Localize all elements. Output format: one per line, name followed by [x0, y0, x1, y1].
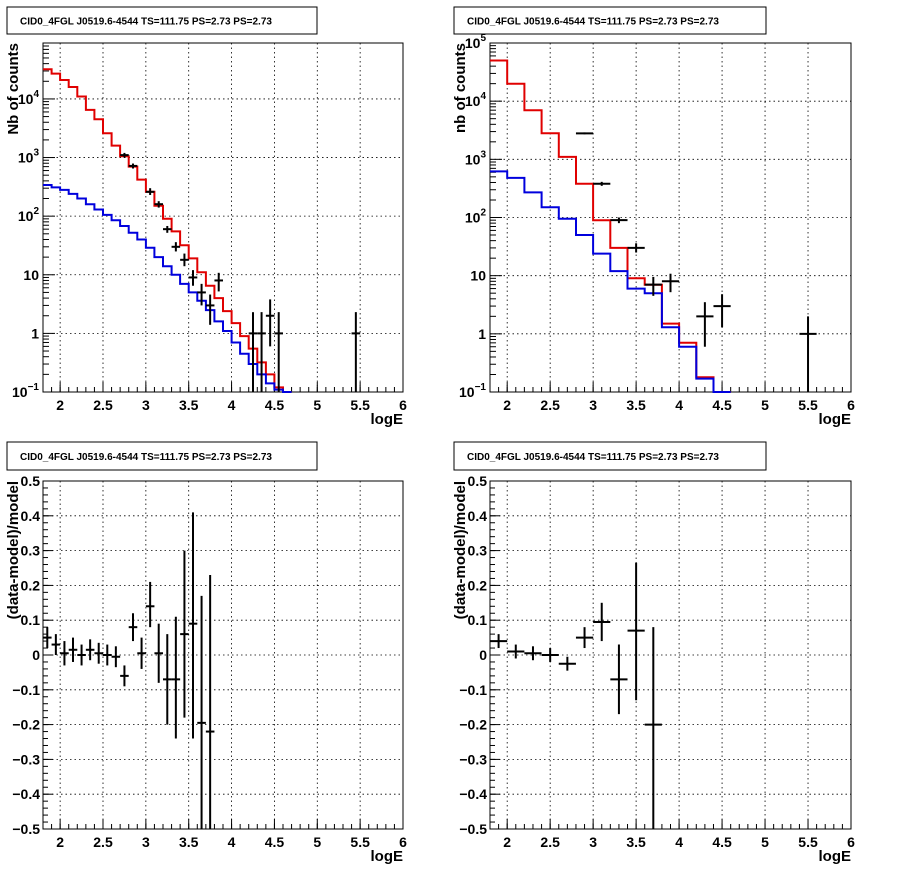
y-tick-label: 10 [23, 267, 39, 283]
y-tick-label: −0.3 [12, 751, 40, 767]
x-tick-label: 5.5 [350, 397, 370, 413]
y-axis-title: (data-model)/model [452, 481, 469, 619]
x-tick-label: 2.5 [93, 397, 113, 413]
x-tick-label: 5.5 [350, 834, 370, 850]
y-tick-label: −0.5 [459, 821, 487, 837]
title-box [6, 441, 318, 471]
histogram-series [43, 184, 292, 393]
y-tick-label: 0 [32, 647, 40, 663]
x-tick-label: 6 [399, 834, 407, 850]
panel-bottom-right: CID0_4FGL J0519.6-4544 TS=111.75 PS=2.73… [452, 441, 855, 865]
x-tick-label: 2.5 [93, 834, 113, 850]
x-tick-label: 4 [675, 834, 683, 850]
x-tick-label: 5 [313, 834, 321, 850]
y-tick-label: 1 [31, 325, 39, 341]
y-tick-label: 103 [18, 148, 40, 166]
chart-title: CID0_4FGL J0519.6-4544 TS=111.75 PS=2.73… [20, 17, 272, 28]
x-tick-label: 4 [675, 397, 683, 413]
title-box [453, 6, 767, 35]
y-tick-label: 10−1 [459, 382, 486, 400]
y-tick-label: −0.2 [459, 717, 487, 733]
x-tick-label: 2.5 [540, 397, 560, 413]
x-tick-label: 4.5 [265, 397, 285, 413]
panel-bottom-left: CID0_4FGL J0519.6-4544 TS=111.75 PS=2.73… [5, 441, 407, 865]
y-tick-label: 10 [470, 268, 486, 284]
x-tick-label: 6 [847, 397, 855, 413]
x-tick-label: 6 [399, 397, 407, 413]
y-tick-label: 0.3 [468, 543, 488, 559]
x-tick-label: 3.5 [179, 834, 199, 850]
y-tick-label: 1 [478, 326, 486, 342]
y-tick-label: 103 [465, 149, 487, 167]
x-axis-title: logE [371, 411, 404, 428]
x-axis-title: logE [819, 848, 852, 865]
x-tick-label: 4.5 [265, 834, 285, 850]
x-tick-label: 5 [313, 397, 321, 413]
x-tick-label: 6 [847, 834, 855, 850]
x-tick-label: 3 [142, 397, 150, 413]
x-tick-label: 4.5 [712, 397, 732, 413]
x-tick-label: 3 [589, 397, 597, 413]
y-tick-label: −0.2 [12, 717, 40, 733]
y-tick-label: 102 [465, 208, 487, 226]
x-tick-label: 2 [503, 834, 511, 850]
y-tick-label: 0.5 [468, 473, 488, 489]
y-tick-label: 0.5 [21, 473, 41, 489]
x-tick-label: 2 [56, 397, 64, 413]
x-tick-label: 4 [228, 834, 236, 850]
y-axis-title: Nb of counts [5, 43, 22, 135]
y-tick-label: 104 [465, 91, 487, 109]
y-tick-label: −0.5 [12, 821, 40, 837]
y-tick-label: 0.3 [21, 543, 41, 559]
y-tick-label: 0.1 [468, 612, 488, 628]
y-tick-label: −0.1 [12, 682, 40, 698]
x-tick-label: 4 [228, 397, 236, 413]
x-tick-label: 5 [761, 834, 769, 850]
y-tick-label: 0 [479, 647, 487, 663]
y-tick-label: 0.4 [468, 508, 488, 524]
y-axis-title: (data-model)/model [5, 481, 22, 619]
x-tick-label: 2 [503, 397, 511, 413]
y-tick-label: 105 [465, 33, 487, 51]
x-tick-label: 4.5 [712, 834, 732, 850]
histogram-series [490, 59, 731, 393]
y-tick-label: −0.4 [459, 786, 487, 802]
x-tick-label: 5 [761, 397, 769, 413]
x-tick-label: 3.5 [179, 397, 199, 413]
x-tick-label: 2 [56, 834, 64, 850]
title-box [453, 441, 767, 471]
panel-top-left: CID0_4FGL J0519.6-4544 TS=111.75 PS=2.73… [5, 6, 407, 428]
chart-title: CID0_4FGL J0519.6-4544 TS=111.75 PS=2.73… [467, 452, 719, 463]
panel-top-right: CID0_4FGL J0519.6-4544 TS=111.75 PS=2.73… [452, 6, 855, 428]
histogram-series [490, 170, 731, 393]
x-tick-label: 3 [589, 834, 597, 850]
chart-title: CID0_4FGL J0519.6-4544 TS=111.75 PS=2.73… [20, 452, 272, 463]
title-box [6, 6, 318, 35]
y-tick-label: −0.4 [12, 786, 40, 802]
y-tick-label: 10−1 [12, 382, 39, 400]
y-tick-label: 0.4 [21, 508, 41, 524]
y-tick-label: −0.1 [459, 682, 487, 698]
y-tick-label: 102 [18, 206, 40, 224]
chart-title: CID0_4FGL J0519.6-4544 TS=111.75 PS=2.73… [467, 17, 719, 28]
x-tick-label: 2.5 [540, 834, 560, 850]
histogram-series [43, 68, 292, 393]
x-tick-label: 3.5 [626, 397, 646, 413]
x-tick-label: 3 [142, 834, 150, 850]
y-tick-label: 0.2 [468, 577, 488, 593]
x-axis-title: logE [371, 848, 404, 865]
plot-frame [42, 42, 404, 393]
x-tick-label: 5.5 [798, 834, 818, 850]
y-tick-label: 0.1 [21, 612, 41, 628]
y-tick-label: −0.3 [459, 751, 487, 767]
x-tick-label: 3.5 [626, 834, 646, 850]
y-tick-label: 104 [18, 89, 40, 107]
y-tick-label: 0.2 [21, 577, 41, 593]
x-tick-label: 5.5 [798, 397, 818, 413]
x-axis-title: logE [819, 411, 852, 428]
y-axis-title: nb of counts [452, 43, 469, 133]
